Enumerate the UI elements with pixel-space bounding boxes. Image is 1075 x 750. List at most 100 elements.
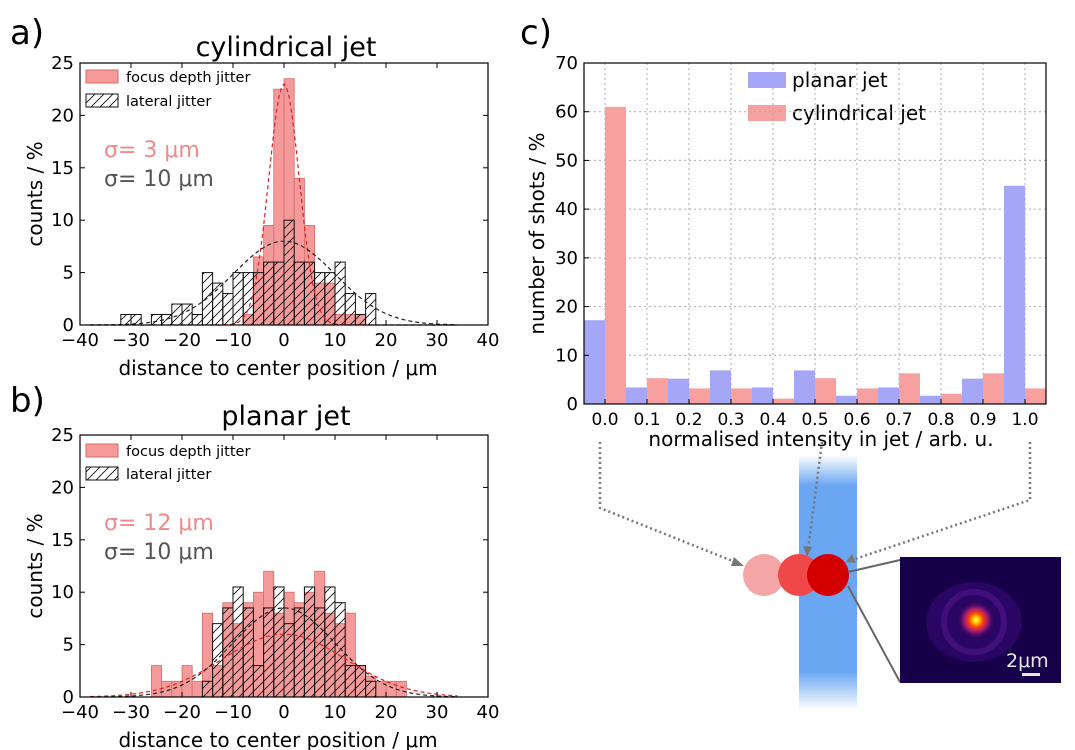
x-tick-label: 0 bbox=[278, 702, 289, 723]
x-tick-label: 0 bbox=[278, 330, 289, 351]
planar-jet-bar bbox=[962, 378, 983, 404]
cylindrical-jet-bar bbox=[773, 398, 794, 404]
legend-swatch-lateral bbox=[85, 466, 119, 481]
x-tick-label: −40 bbox=[61, 702, 99, 723]
cylindrical-jet-bar bbox=[815, 378, 836, 404]
y-tick-label: 10 bbox=[555, 345, 578, 366]
x-tick-label: 0.4 bbox=[759, 410, 786, 430]
lateral-jitter-bar bbox=[324, 586, 336, 698]
panel-c-grid bbox=[584, 62, 1046, 405]
x-tick-label: 0.3 bbox=[717, 410, 744, 430]
x-tick-label: −30 bbox=[112, 702, 150, 723]
planar-jet-bar bbox=[794, 370, 815, 404]
y-axis-label: counts / % bbox=[23, 141, 47, 246]
legend-label-focus: focus depth jitter bbox=[126, 70, 250, 86]
cylindrical-jet-bar bbox=[941, 393, 962, 404]
legend-swatch-planar bbox=[748, 72, 786, 88]
focus-gaussian-fit bbox=[90, 83, 458, 326]
lateral-jitter-bar bbox=[263, 607, 275, 698]
lateral-jitter-bar bbox=[344, 665, 356, 698]
planar-jet-bar bbox=[1004, 185, 1025, 404]
x-tick-label: 0.7 bbox=[885, 410, 912, 430]
panel-a-letter: a) bbox=[10, 13, 44, 53]
lateral-gaussian-fit bbox=[90, 240, 458, 326]
x-tick-label: 30 bbox=[426, 702, 449, 723]
panel-b-histogram: b) planar jet σ= 12 μm σ= 10 μm focus de… bbox=[10, 381, 499, 750]
cylindrical-jet-bar bbox=[899, 373, 920, 404]
spot-high-intensity bbox=[807, 554, 849, 596]
lateral-jitter-bar bbox=[212, 623, 224, 698]
x-tick-label: 20 bbox=[375, 702, 398, 723]
arrowhead-10 bbox=[846, 554, 856, 563]
cylindrical-jet-bar bbox=[1025, 388, 1046, 404]
arrowhead-05 bbox=[803, 546, 812, 557]
legend-swatch-focus bbox=[85, 69, 119, 84]
y-tick-label: 50 bbox=[555, 150, 578, 171]
lateral-jitter-bar bbox=[324, 272, 336, 326]
x-tick-label: 0.8 bbox=[927, 410, 954, 430]
inset-pointer-top bbox=[847, 559, 901, 573]
legend-label-focus: focus depth jitter bbox=[126, 444, 250, 460]
lateral-jitter-bar bbox=[344, 293, 356, 326]
legend-swatch-cylindrical bbox=[748, 105, 786, 121]
planar-jet-bar bbox=[584, 320, 605, 404]
y-tick-label: 5 bbox=[63, 635, 74, 656]
panel-b-letter: b) bbox=[10, 381, 45, 421]
x-tick-label: 0.9 bbox=[969, 410, 996, 430]
panel-c-bar-chart: c) planar jet cylindrical jet 0.0 0.1 0.2 0… bbox=[520, 13, 1047, 451]
lateral-jitter-bar bbox=[273, 586, 285, 698]
lateral-jitter-bar bbox=[222, 607, 234, 698]
cylindrical-jet-bar bbox=[857, 388, 878, 404]
panel-b-sigma-lateral: σ= 10 μm bbox=[104, 540, 214, 565]
panel-a-marks bbox=[90, 78, 458, 326]
lateral-jitter-bar bbox=[242, 607, 254, 698]
planar-jet-bar bbox=[920, 395, 941, 404]
planar-jet-bar bbox=[878, 387, 899, 404]
focus-jitter-bar bbox=[191, 680, 203, 698]
x-tick-label: 0.0 bbox=[591, 410, 618, 430]
y-tick-label: 30 bbox=[555, 248, 578, 269]
lateral-jitter-bar bbox=[334, 261, 346, 326]
y-tick-label: 5 bbox=[63, 263, 74, 284]
y-tick-label: 25 bbox=[51, 425, 74, 446]
x-tick-label: 20 bbox=[375, 330, 398, 351]
y-tick-label: 0 bbox=[63, 687, 74, 708]
y-tick-label: 70 bbox=[555, 53, 578, 74]
lateral-jitter-bar bbox=[365, 680, 377, 698]
legend-swatch-focus bbox=[85, 443, 119, 458]
spot-mid-intensity bbox=[778, 554, 820, 596]
y-tick-label: 25 bbox=[51, 53, 74, 74]
planar-jet-bar bbox=[752, 387, 773, 404]
panel-b-title: planar jet bbox=[221, 401, 350, 432]
x-tick-label: 1.0 bbox=[1011, 410, 1038, 430]
panel-c-legend: planar jet cylindrical jet bbox=[748, 68, 926, 125]
lateral-jitter-bar bbox=[303, 586, 316, 698]
legend-label-lateral: lateral jitter bbox=[126, 467, 211, 483]
y-tick-label: 20 bbox=[51, 477, 74, 498]
panel-b-legend: focus depth jitter lateral jitter bbox=[85, 443, 250, 483]
y-tick-label: 0 bbox=[567, 394, 578, 415]
panel-a-sigma-focus: σ= 3 μm bbox=[104, 138, 200, 163]
inset-scale-label: 2μm bbox=[1006, 650, 1049, 672]
y-tick-label: 20 bbox=[51, 105, 74, 126]
x-tick-label: −20 bbox=[163, 330, 201, 351]
lateral-jitter-bar bbox=[365, 293, 377, 326]
panel-a-sigma-lateral: σ= 10 μm bbox=[104, 167, 214, 192]
cylindrical-jet-bar bbox=[689, 388, 710, 404]
connector-line-0 bbox=[598, 442, 736, 564]
lateral-jitter-bar bbox=[293, 607, 305, 698]
x-tick-label: −20 bbox=[163, 702, 201, 723]
lateral-jitter-bar bbox=[354, 314, 367, 326]
y-tick-label: 40 bbox=[555, 199, 578, 220]
legend-label-planar: planar jet bbox=[792, 68, 888, 92]
inset-pointer-bottom bbox=[847, 585, 901, 683]
lateral-jitter-bar bbox=[273, 261, 285, 326]
cylindrical-jet-bar bbox=[731, 388, 752, 404]
lateral-jitter-bar bbox=[222, 293, 234, 326]
planar-jet-bar bbox=[626, 387, 647, 404]
x-tick-label: 0.6 bbox=[843, 410, 870, 430]
x-tick-label: 10 bbox=[324, 702, 347, 723]
cylindrical-jet-bar bbox=[605, 106, 626, 404]
x-tick-label: 0.5 bbox=[801, 410, 828, 430]
